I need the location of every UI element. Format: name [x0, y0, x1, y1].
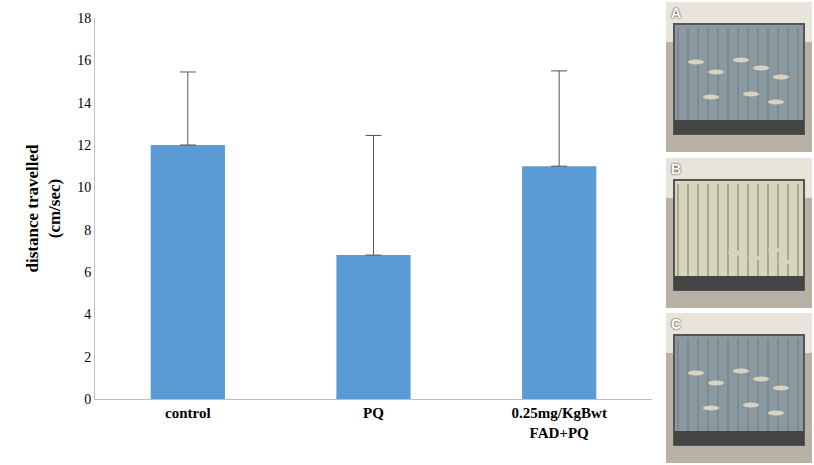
svg-text:distance travelled(cm/sec): distance travelled(cm/sec): [23, 144, 64, 272]
svg-text:18: 18: [77, 11, 91, 26]
html-text:A: A: [671, 5, 682, 21]
svg-text:0: 0: [84, 392, 91, 407]
svg-text:4: 4: [84, 307, 91, 322]
svg-text:2: 2: [84, 350, 91, 365]
svg-text:0.25mg/KgBwtFAD+PQ: 0.25mg/KgBwtFAD+PQ: [511, 405, 606, 441]
svg-text:12: 12: [77, 138, 91, 153]
html-text:B: B: [671, 160, 682, 177]
svg-text:PQ: PQ: [363, 405, 384, 421]
svg-text:14: 14: [77, 96, 91, 111]
svg-text:16: 16: [77, 53, 91, 68]
html-text:C: C: [671, 316, 682, 332]
svg-text:8: 8: [84, 223, 91, 238]
svg-text:6: 6: [84, 265, 91, 280]
svg-text:10: 10: [77, 180, 91, 195]
svg-text:control: control: [165, 405, 211, 421]
